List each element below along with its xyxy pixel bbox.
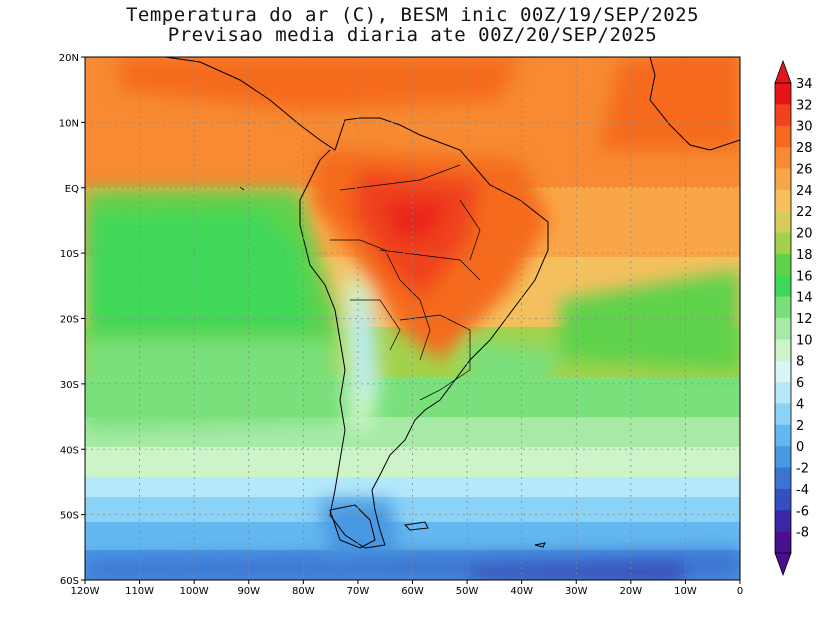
colorbar-swatch xyxy=(775,232,791,255)
colorbar-label: 24 xyxy=(796,184,813,199)
lon-tick-label: 0 xyxy=(737,586,743,597)
colorbar-label: 2 xyxy=(796,419,804,434)
colorbar-swatch xyxy=(775,318,791,340)
colorbar-label: 34 xyxy=(796,77,813,92)
colorbar-swatch xyxy=(775,339,791,362)
colorbar-label: 16 xyxy=(796,269,813,284)
lon-tick-label: 120W xyxy=(71,586,100,597)
country-borders xyxy=(330,164,481,401)
colorbar-swatch xyxy=(775,467,791,490)
lon-tick-label: 40W xyxy=(510,586,533,597)
colorbar-label: -8 xyxy=(796,526,809,541)
lat-tick-label: 40S xyxy=(60,445,79,456)
lon-tick-label: 110W xyxy=(125,586,154,597)
colorbar-label: 0 xyxy=(796,440,804,455)
colorbar-swatch xyxy=(775,531,791,554)
colorbar-label: 6 xyxy=(796,376,804,391)
lat-tick-label: 10N xyxy=(59,118,79,129)
lon-tick-label: 100W xyxy=(180,586,209,597)
lon-tick-label: 20W xyxy=(620,586,643,597)
lon-tick-label: 80W xyxy=(292,586,315,597)
colorbar-swatch xyxy=(775,147,791,169)
colorbar-frame xyxy=(774,82,792,554)
colorbar-swatch xyxy=(775,189,791,212)
lat-tick-label: 50S xyxy=(60,511,79,522)
coastlines xyxy=(164,57,740,549)
map-subtitle: Previsao media diaria ate 00Z/20/SEP/202… xyxy=(167,24,658,46)
colorbar-label: 18 xyxy=(796,248,813,263)
colorbar-swatch xyxy=(775,446,791,469)
colorbar-label: 10 xyxy=(796,333,813,348)
colorbar-label: 32 xyxy=(796,98,813,113)
colorbar-min-arrow xyxy=(774,552,792,577)
colorbar-swatch xyxy=(775,104,791,127)
colorbar-label: 12 xyxy=(796,312,813,327)
colorbar-label: 8 xyxy=(796,355,804,370)
colorbar-label: 20 xyxy=(796,227,813,242)
lon-tick-label: 70W xyxy=(347,586,370,597)
colorbar-label: -2 xyxy=(796,462,809,477)
colorbar-swatch xyxy=(775,211,791,234)
lat-tick-label: 10S xyxy=(60,249,79,260)
colorbar-max-arrow xyxy=(774,59,792,84)
colorbar-swatch xyxy=(775,168,791,191)
colorbar-swatch xyxy=(775,296,791,319)
lon-tick-label: 30W xyxy=(565,586,588,597)
colorbar-swatch xyxy=(775,125,791,148)
colorbar-label: -6 xyxy=(796,504,809,519)
colorbar-label: 26 xyxy=(796,162,813,177)
lat-tick-label: EQ xyxy=(65,184,79,195)
colorbar-swatch xyxy=(775,382,791,404)
colorbar-swatch xyxy=(775,424,791,447)
lat-tick-label: 60S xyxy=(60,576,79,587)
colorbar-label: 30 xyxy=(796,120,813,135)
colorbar-swatch xyxy=(775,403,791,426)
axis-ticks: 120W 110W 100W 90W 80W 70W 60W 50W 40W 30W 20W 10W 0… xyxy=(59,53,743,597)
map-title: Temperatura do ar (C), BESM inic 00Z/19/… xyxy=(125,4,700,26)
colorbar-label: 4 xyxy=(796,397,804,412)
graticule xyxy=(85,57,740,580)
colorbar-swatch xyxy=(775,83,791,105)
colorbar-swatch xyxy=(775,488,791,511)
colorbar-label: 22 xyxy=(796,205,813,220)
colorbar-swatch xyxy=(775,510,791,533)
lon-tick-label: 60W xyxy=(401,586,424,597)
colorbar-swatch xyxy=(775,275,791,298)
lat-tick-label: 20N xyxy=(59,53,79,64)
lat-tick-label: 30S xyxy=(60,380,79,391)
colorbar-label: -4 xyxy=(796,483,809,498)
colorbar-swatch xyxy=(775,253,791,276)
colorbar-label: 28 xyxy=(796,141,813,156)
lat-tick-label: 20S xyxy=(60,315,79,326)
lon-tick-label: 10W xyxy=(674,586,697,597)
lon-tick-label: 50W xyxy=(456,586,479,597)
lon-tick-label: 90W xyxy=(237,586,260,597)
colorbar-label: 14 xyxy=(796,291,813,306)
colorbar-swatch xyxy=(775,360,791,383)
